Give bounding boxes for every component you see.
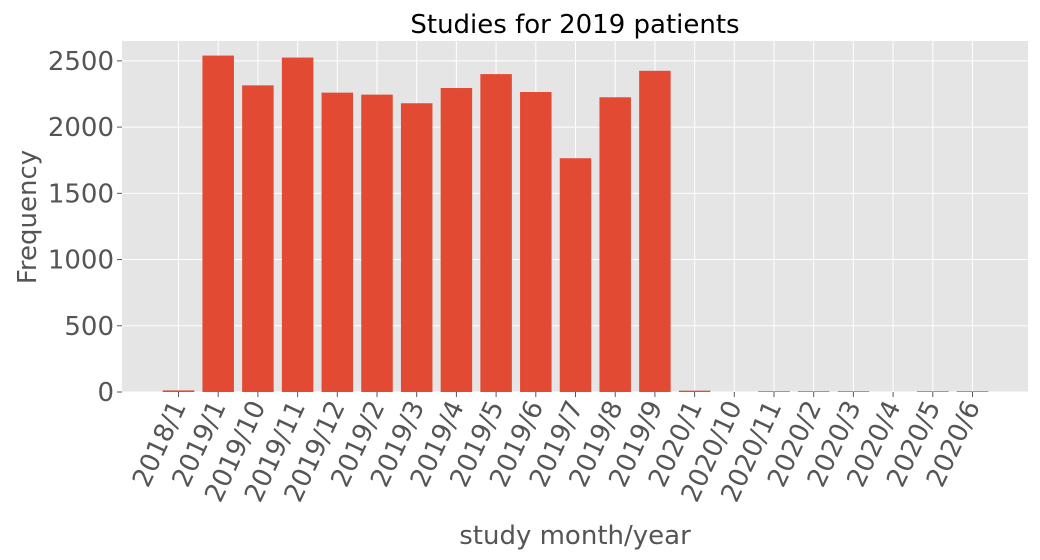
bar-2020-1 bbox=[678, 390, 711, 392]
bar-2019-6 bbox=[520, 91, 552, 393]
bar-2019-12 bbox=[321, 92, 354, 392]
bar-2019-3 bbox=[400, 103, 433, 392]
bar-2020-2 bbox=[797, 391, 830, 392]
bar-2020-5 bbox=[917, 391, 949, 392]
bar-2018-1 bbox=[162, 390, 195, 392]
bar-2019-10 bbox=[242, 85, 274, 392]
x-tick-labels: 2018/12019/12019/102019/112019/122019/22… bbox=[127, 392, 987, 507]
y-tick-label: 0 bbox=[97, 378, 114, 408]
y-tick-label: 2000 bbox=[48, 113, 114, 143]
bar-2019-4 bbox=[440, 88, 473, 392]
bar-2019-11 bbox=[281, 57, 314, 392]
x-axis-label: study month/year bbox=[459, 521, 691, 551]
y-tick-labels: 0 500 1000 1500 2000 2500 bbox=[48, 47, 122, 408]
y-tick-label: 1000 bbox=[48, 246, 114, 276]
y-tick-label: 1500 bbox=[48, 179, 114, 209]
bar-2019-1 bbox=[202, 55, 234, 392]
y-axis-label: Frequency bbox=[13, 150, 43, 284]
bar-2019-5 bbox=[480, 74, 512, 392]
y-tick-label: 2500 bbox=[48, 47, 114, 77]
chart-title: Studies for 2019 patients bbox=[410, 10, 739, 40]
bar-2020-3 bbox=[837, 391, 870, 392]
bar-2019-7 bbox=[559, 158, 592, 392]
y-tick-label: 500 bbox=[64, 312, 114, 342]
bar-2019-9 bbox=[639, 70, 671, 393]
bars bbox=[162, 55, 989, 393]
bar-2020-6 bbox=[956, 391, 989, 392]
bar-2019-2 bbox=[361, 94, 393, 392]
bar-2020-11 bbox=[758, 391, 790, 392]
bar-2019-8 bbox=[599, 97, 631, 392]
